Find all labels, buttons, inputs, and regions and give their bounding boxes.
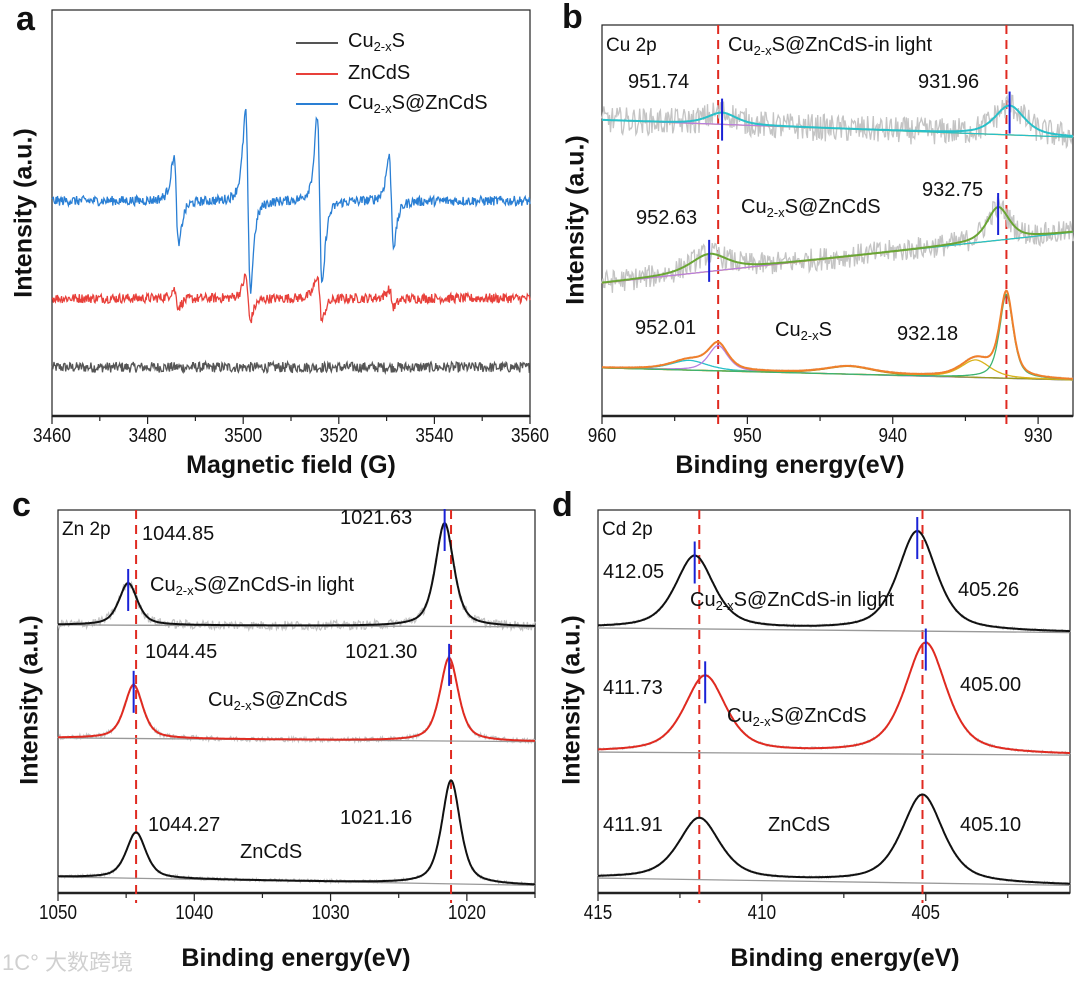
- legend-line-zncds: [296, 73, 338, 75]
- tick-label: 930: [1024, 425, 1053, 447]
- tick-label: 3500: [224, 425, 262, 447]
- peak-label: 1021.16: [340, 807, 413, 829]
- panel-letter-d: d: [552, 486, 573, 524]
- tick-label: 410: [748, 902, 777, 924]
- plot-frame: [51, 9, 531, 417]
- peak-label: 1021.30: [345, 641, 418, 663]
- series-line-zncds: [51, 273, 531, 324]
- x-axis-label-d: Binding energy(eV): [730, 944, 960, 972]
- tick-label: 3480: [129, 425, 167, 447]
- raw-data-line: [601, 196, 1074, 293]
- fit-envelope-line: [57, 521, 535, 627]
- panel-a: 3460 3480 3500 3520 3540 3560: [33, 9, 549, 447]
- tick-label: 1030: [312, 902, 350, 924]
- peak-label: 952.63: [636, 207, 698, 229]
- series-label: ZnCdS: [768, 814, 831, 836]
- tick-label: 1050: [39, 902, 77, 924]
- series-label: Cu2-xS: [775, 319, 832, 343]
- fit-component-line: [602, 293, 1073, 380]
- y-axis-label-a: Intensity (a.u.): [9, 128, 38, 298]
- tick-label: 940: [878, 425, 907, 447]
- peak-label: 405.26: [958, 579, 1020, 601]
- series-label: Cu2-xS@ZnCdS: [727, 705, 867, 729]
- tick-label: 1040: [175, 902, 213, 924]
- panel-letter-b: b: [562, 0, 583, 36]
- peak-label: 931.96: [918, 71, 980, 93]
- legend-line-cu2xs: [296, 42, 338, 44]
- panel-d: 415 410 405: [584, 509, 1071, 924]
- peak-label: 1021.63: [340, 507, 413, 529]
- peak-label: 1044.85: [142, 523, 215, 545]
- tick-label: 3520: [320, 425, 358, 447]
- peak-label: 1044.45: [145, 641, 218, 663]
- tick-label: 415: [584, 902, 613, 924]
- panel-letter-a: a: [16, 0, 35, 38]
- tick-label: 950: [733, 425, 762, 447]
- tick-label: 960: [588, 425, 617, 447]
- fit-envelope-line: [58, 656, 535, 742]
- peak-label: 405.00: [960, 674, 1022, 696]
- tick-label: 3460: [33, 425, 71, 447]
- fit-envelope-line: [598, 529, 1070, 633]
- tick-label: 3540: [415, 425, 453, 447]
- panel-title-b: Cu 2p: [606, 35, 657, 56]
- x-axis-label-b: Binding energy(eV): [675, 451, 905, 479]
- peak-label: 411.73: [603, 677, 663, 699]
- raw-data-line: [598, 641, 1071, 755]
- peak-label: 405.10: [960, 814, 1022, 836]
- tick-label: 405: [912, 902, 941, 924]
- peak-label: 951.74: [628, 71, 690, 93]
- series-label: ZnCdS: [240, 841, 303, 863]
- legend-label-composite: Cu2-xS@ZnCdS: [348, 92, 488, 116]
- fit-envelope-line: [601, 205, 1074, 284]
- raw-data-line: [57, 778, 536, 887]
- y-axis-label-d: Intensity (a.u.): [557, 615, 586, 785]
- y-axis-label-c: Intensity (a.u.): [15, 615, 44, 785]
- panel-title-d: Cd 2p: [602, 519, 653, 540]
- fit-envelope-line: [598, 793, 1071, 885]
- fit-envelope-line: [58, 779, 536, 886]
- panel-title-c: Zn 2p: [62, 519, 111, 540]
- fit-envelope-line: [601, 104, 1074, 137]
- series-line-cu2-xs-zncds: [51, 108, 531, 294]
- fit-envelope-line: [602, 289, 1074, 380]
- legend-line-composite: [296, 103, 338, 105]
- legend-label-zncds: ZnCdS: [348, 62, 411, 84]
- series-line-cu2-xs: [51, 359, 531, 375]
- peak-label: 932.18: [897, 323, 959, 345]
- series-label: Cu2-xS@ZnCdS-in light: [150, 574, 355, 598]
- y-axis-label-b: Intensity (a.u.): [561, 135, 590, 305]
- x-axis-label-c: Binding energy(eV): [181, 944, 411, 972]
- tick-label: 3560: [511, 425, 549, 447]
- panel-b: 960 950 940 930: [588, 24, 1074, 447]
- legend-label-cu2xs: Cu2-xS: [348, 30, 405, 54]
- background-line: [597, 877, 1071, 886]
- raw-data-line: [601, 94, 1074, 150]
- panel-letter-c: c: [12, 486, 31, 524]
- fit-envelope-line: [598, 641, 1070, 754]
- peak-label: 932.75: [922, 179, 984, 201]
- series-label: Cu2-xS@ZnCdS: [741, 196, 881, 220]
- background-line: [597, 751, 1071, 756]
- raw-data-line: [597, 792, 1071, 886]
- tick-label: 1020: [448, 902, 486, 924]
- x-axis-label-a: Magnetic field (G): [186, 451, 396, 479]
- series-label: Cu2-xS@ZnCdS: [208, 689, 348, 713]
- series-label: Cu2-xS@ZnCdS-in light: [690, 589, 895, 613]
- panel-c: 1050 1040 1030 1020: [39, 509, 536, 924]
- watermark: 1C° 大数跨境: [2, 950, 134, 975]
- peak-label: 952.01: [635, 317, 697, 339]
- peak-label: 412.05: [603, 561, 665, 583]
- background-line: [597, 627, 1071, 634]
- peak-label: 411.91: [603, 814, 663, 836]
- series-label: Cu2-xS@ZnCdS-in light: [728, 34, 933, 58]
- peak-label: 1044.27: [148, 814, 221, 836]
